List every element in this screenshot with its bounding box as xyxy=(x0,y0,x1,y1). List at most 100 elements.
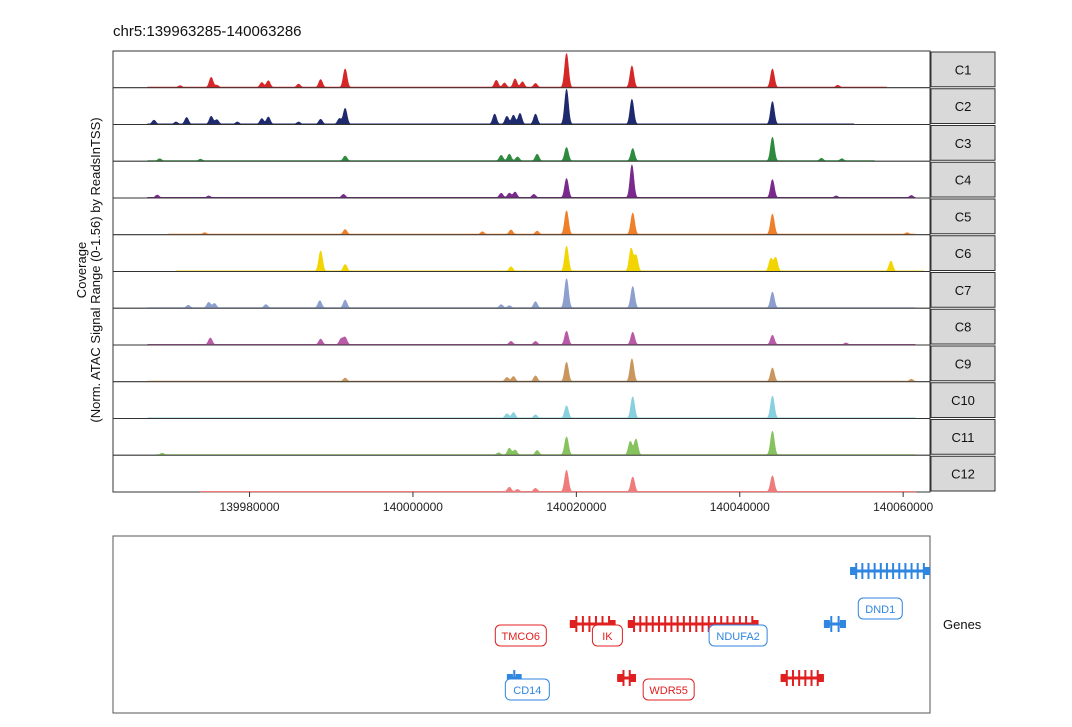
gene-exon xyxy=(780,674,787,682)
facet-strip xyxy=(930,125,996,161)
gene-exon xyxy=(839,620,846,628)
gene-exon xyxy=(515,674,522,682)
gene-label-box xyxy=(708,624,768,647)
x-tick-label: 140060000 xyxy=(873,500,933,514)
y-axis-label-line-1: Coverage xyxy=(74,242,89,298)
facet-strip xyxy=(930,382,996,418)
gene-exon xyxy=(682,616,685,632)
gene-exon xyxy=(910,563,913,579)
gene-exon xyxy=(581,616,584,632)
gene-exon xyxy=(651,616,654,632)
gene-exon xyxy=(506,674,513,682)
gene-model xyxy=(823,616,846,632)
facet-strip xyxy=(930,345,996,382)
track-C9: C9 xyxy=(112,344,996,383)
gene-exon xyxy=(601,616,604,632)
gene-label-box xyxy=(857,597,903,620)
gene-exon xyxy=(867,563,870,579)
gene-exon xyxy=(726,616,729,632)
gene-exon xyxy=(713,616,716,632)
facet-strip xyxy=(930,235,996,271)
facet-strip xyxy=(930,198,996,235)
gene-exon xyxy=(670,616,673,632)
gene-exon xyxy=(804,670,807,686)
track-C3: C3 xyxy=(112,124,996,162)
gene-label-box xyxy=(494,624,547,647)
gene-exon xyxy=(645,616,648,632)
x-tick-label: 139980000 xyxy=(220,500,280,514)
track-panel xyxy=(112,307,931,346)
gene-exon xyxy=(633,616,636,632)
gene-label: IK xyxy=(602,631,613,643)
gene-exon xyxy=(924,567,930,575)
facet-strip-label: C7 xyxy=(955,283,972,298)
track-C7: C7 xyxy=(112,271,996,309)
facet-strip-label: C2 xyxy=(955,99,972,114)
facet-strip-label: C6 xyxy=(955,246,972,261)
track-panel xyxy=(112,197,931,236)
gene-model xyxy=(506,670,522,686)
gene-exon xyxy=(751,616,754,632)
gene-exon xyxy=(594,616,597,632)
track-panel xyxy=(112,50,931,89)
facet-strip-label: C10 xyxy=(951,393,975,408)
gene-label: CD14 xyxy=(513,685,541,697)
gene-exon xyxy=(627,620,634,628)
gene-WDR55: WDR55 xyxy=(617,670,695,701)
gene-exon xyxy=(745,616,748,632)
gene-exon xyxy=(707,616,710,632)
track-panel xyxy=(112,124,931,162)
facet-strip-label: C11 xyxy=(952,430,975,445)
facet-strip xyxy=(930,455,996,492)
gene-exon xyxy=(689,616,692,632)
gene-exon xyxy=(791,670,794,686)
gene-label: WDR55 xyxy=(649,685,688,697)
gene-exon xyxy=(628,670,631,686)
track-C12: C12 xyxy=(112,454,996,493)
gene-exon xyxy=(617,674,624,682)
track-panel xyxy=(112,418,931,456)
gene-exon xyxy=(817,674,824,682)
gene-label-box xyxy=(591,624,623,647)
gene-exon xyxy=(609,620,616,628)
y-axis-label-line-2: (Norm. ATAC Signal Range (0-1.56) by Rea… xyxy=(88,117,103,422)
gene-TMCO6: TMCO6 xyxy=(494,616,616,647)
gene-panel-frame xyxy=(112,535,931,714)
facet-strip-label: C1 xyxy=(955,62,972,77)
gene-exon xyxy=(785,670,788,686)
facet-strip-label: C8 xyxy=(955,320,972,335)
track-panel xyxy=(112,454,931,493)
gene-exon xyxy=(639,616,642,632)
gene-exon xyxy=(575,616,578,632)
facet-strip xyxy=(930,419,996,455)
gene-exon xyxy=(816,670,819,686)
gene-exon xyxy=(850,567,857,575)
facet-strip xyxy=(930,88,996,124)
gene-model xyxy=(627,616,759,632)
gene-exon xyxy=(695,616,698,632)
x-tick-label: 140000000 xyxy=(383,500,443,514)
gene-model xyxy=(569,616,616,632)
gene-exon xyxy=(898,563,901,579)
gene-exon xyxy=(798,670,801,686)
x-axis: 139980000 140000000 140020000 140040000 1400… xyxy=(220,492,934,514)
gene-exon xyxy=(629,674,636,682)
gene-exon xyxy=(904,563,907,579)
facet-strip-label: C4 xyxy=(955,173,972,188)
gene-panel-label: Genes xyxy=(943,617,982,632)
track-panel xyxy=(112,234,931,272)
track-panel xyxy=(112,381,931,419)
gene-CD14: CD14 xyxy=(504,670,550,701)
facet-strip xyxy=(930,51,996,88)
gene-NDUFA2: NDUFA2 xyxy=(708,616,846,647)
x-tick-label: 140020000 xyxy=(546,500,606,514)
facet-strip-label: C3 xyxy=(955,136,972,151)
gene-exon xyxy=(830,616,833,632)
gene-label-box xyxy=(642,678,695,701)
gene-exon xyxy=(861,563,864,579)
gene-exon xyxy=(837,616,840,632)
track-C10: C10 xyxy=(112,381,996,419)
facet-strip xyxy=(930,161,996,198)
track-C8: C8 xyxy=(112,307,996,346)
